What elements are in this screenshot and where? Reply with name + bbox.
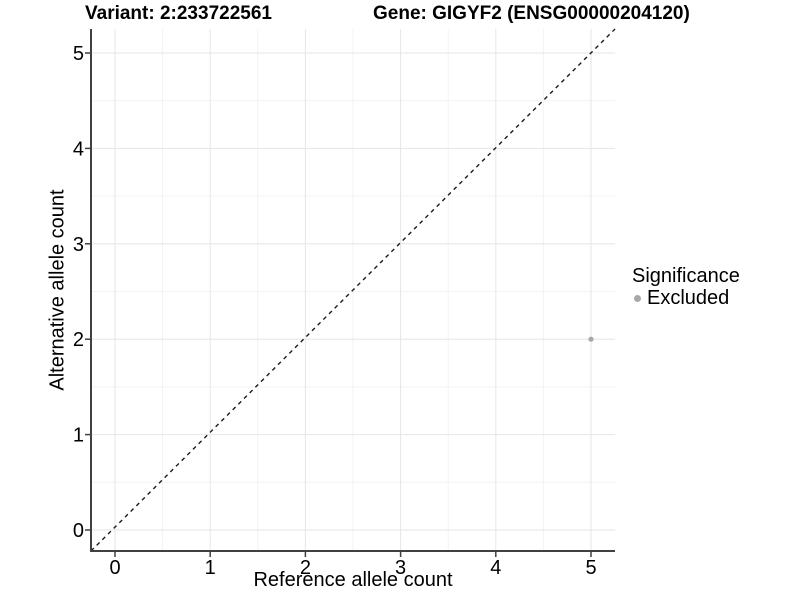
y-tick-label: 3 <box>73 234 84 256</box>
legend-item-label: Excluded <box>647 287 730 309</box>
x-tick-label: 4 <box>490 557 501 579</box>
x-axis-title: Reference allele count <box>253 569 453 591</box>
y-tick-label: 2 <box>73 329 84 351</box>
legend: Significance Excluded <box>630 265 740 309</box>
x-tick-label: 5 <box>585 557 596 579</box>
y-tick-label: 5 <box>73 43 84 65</box>
identity-line <box>90 28 616 552</box>
gene-title: Gene: GIGYF2 (ENSG00000204120) <box>373 3 690 24</box>
x-tick-label: 3 <box>395 557 406 579</box>
y-axis-title: Alternative allele count <box>46 189 69 391</box>
x-tick-label: 0 <box>109 557 120 579</box>
y-tick-label: 1 <box>73 425 84 447</box>
y-tick-label: 4 <box>73 138 84 160</box>
x-tick-label: 1 <box>205 557 216 579</box>
y-tick-label: 0 <box>73 520 84 542</box>
x-tick-label: 2 <box>300 557 311 579</box>
legend-title: Significance <box>632 265 740 287</box>
legend-point-icon <box>634 295 641 302</box>
variant-title: Variant: 2:233722561 <box>85 3 272 24</box>
data-point <box>588 336 594 342</box>
legend-item-excluded: Excluded <box>630 287 740 309</box>
